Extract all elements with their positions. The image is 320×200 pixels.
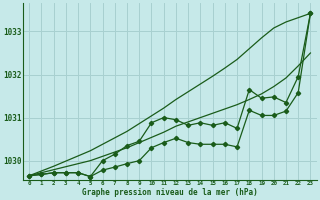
X-axis label: Graphe pression niveau de la mer (hPa): Graphe pression niveau de la mer (hPa)	[82, 188, 258, 197]
